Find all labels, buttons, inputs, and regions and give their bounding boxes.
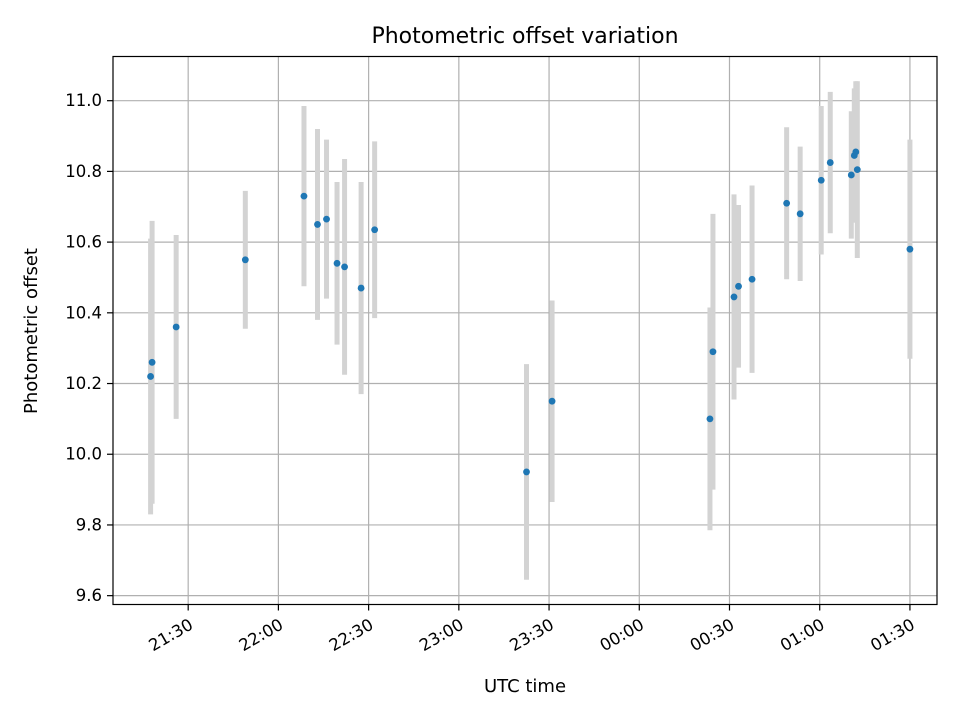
y-tick-label: 9.8 — [76, 515, 102, 534]
y-tick-label: 11.0 — [65, 91, 102, 110]
data-point — [906, 245, 914, 253]
data-point — [748, 275, 756, 283]
data-point — [852, 148, 860, 156]
data-point — [172, 323, 180, 331]
y-axis-ticks: 9.6 9.8 10.0 10.2 10.4 10.6 10.8 11.0 — [65, 91, 113, 605]
data-point — [333, 259, 341, 267]
chart-title: Photometric offset variation — [371, 24, 678, 49]
data-point — [371, 226, 379, 234]
data-point — [826, 159, 834, 166]
y-tick-label: 9.6 — [76, 586, 102, 605]
data-point — [523, 468, 530, 476]
data-point — [300, 192, 308, 200]
y-tick-label: 10.0 — [65, 445, 102, 464]
data-point — [853, 166, 861, 174]
data-point — [783, 199, 791, 207]
data-point — [241, 256, 249, 264]
y-tick-label: 10.2 — [65, 374, 102, 393]
data-point — [706, 415, 714, 423]
data-point — [709, 348, 717, 356]
data-point — [314, 221, 321, 228]
data-point — [548, 397, 556, 405]
data-point — [796, 210, 804, 218]
data-point — [341, 263, 348, 271]
data-point — [148, 358, 156, 366]
plot-frame — [112, 55, 938, 606]
data-points — [147, 148, 914, 476]
data-point — [730, 293, 738, 301]
data-point — [323, 215, 330, 223]
data-point — [147, 373, 154, 380]
data-point — [817, 176, 825, 184]
y-tick-label: 10.6 — [65, 233, 102, 252]
data-point — [735, 282, 742, 290]
y-tick-label: 10.8 — [65, 162, 102, 181]
x-axis-label: UTC time — [484, 676, 566, 697]
data-point — [847, 171, 855, 179]
y-axis-label: Photometric offset — [21, 248, 42, 414]
y-tick-label: 10.4 — [65, 303, 102, 322]
data-point — [357, 284, 365, 292]
